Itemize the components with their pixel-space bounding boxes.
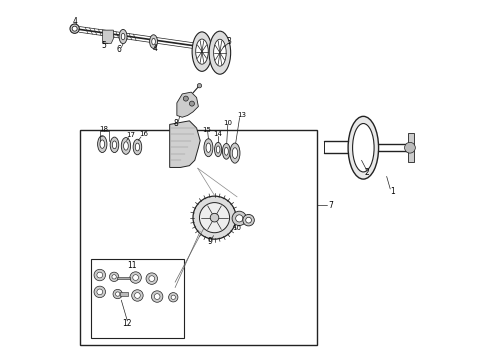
Ellipse shape xyxy=(122,138,131,154)
Polygon shape xyxy=(170,121,200,167)
Bar xyxy=(80,130,317,345)
Text: 13: 13 xyxy=(237,112,246,118)
Text: 14: 14 xyxy=(213,131,222,137)
Ellipse shape xyxy=(204,139,213,157)
Circle shape xyxy=(243,215,254,226)
Circle shape xyxy=(135,293,140,298)
Circle shape xyxy=(183,96,188,101)
Text: 5: 5 xyxy=(101,41,106,50)
Bar xyxy=(120,292,128,296)
Bar xyxy=(117,277,129,279)
Ellipse shape xyxy=(122,33,125,40)
Circle shape xyxy=(236,215,243,222)
Circle shape xyxy=(151,291,163,302)
Ellipse shape xyxy=(232,148,238,158)
Ellipse shape xyxy=(209,31,231,74)
Ellipse shape xyxy=(119,30,127,44)
Bar xyxy=(91,259,184,338)
Circle shape xyxy=(197,84,201,88)
Text: 10: 10 xyxy=(223,120,233,126)
Text: 18: 18 xyxy=(99,126,109,132)
Circle shape xyxy=(210,213,219,222)
Circle shape xyxy=(133,275,139,280)
Circle shape xyxy=(154,294,160,300)
Circle shape xyxy=(245,217,251,223)
Circle shape xyxy=(193,196,236,239)
Circle shape xyxy=(72,26,77,31)
Ellipse shape xyxy=(216,146,220,153)
Ellipse shape xyxy=(152,39,155,45)
Circle shape xyxy=(171,295,175,300)
Circle shape xyxy=(130,272,141,283)
Text: 3: 3 xyxy=(226,37,231,46)
Polygon shape xyxy=(177,92,198,117)
Ellipse shape xyxy=(196,39,208,64)
Circle shape xyxy=(199,203,230,233)
Circle shape xyxy=(113,289,122,299)
Ellipse shape xyxy=(348,116,379,179)
Polygon shape xyxy=(102,30,113,43)
Text: 7: 7 xyxy=(328,201,333,210)
Circle shape xyxy=(116,292,120,296)
Circle shape xyxy=(97,272,102,278)
Text: 6: 6 xyxy=(116,45,121,54)
Text: 8: 8 xyxy=(174,119,178,128)
Text: 10: 10 xyxy=(232,225,241,231)
Circle shape xyxy=(112,275,116,279)
Circle shape xyxy=(190,101,195,106)
Ellipse shape xyxy=(98,136,107,153)
Circle shape xyxy=(94,269,105,281)
Circle shape xyxy=(169,293,178,302)
Ellipse shape xyxy=(123,142,128,150)
Ellipse shape xyxy=(224,147,228,155)
Ellipse shape xyxy=(112,141,117,149)
Ellipse shape xyxy=(100,140,104,148)
Text: 17: 17 xyxy=(126,132,135,138)
Circle shape xyxy=(132,290,143,301)
Text: 15: 15 xyxy=(202,127,211,133)
Text: 16: 16 xyxy=(139,131,148,138)
Text: 11: 11 xyxy=(127,261,137,270)
Ellipse shape xyxy=(149,35,157,48)
Circle shape xyxy=(149,276,155,282)
Bar xyxy=(408,134,414,162)
Text: 4: 4 xyxy=(72,17,77,26)
Circle shape xyxy=(70,24,79,33)
Ellipse shape xyxy=(215,142,221,157)
Ellipse shape xyxy=(230,143,240,163)
Text: 12: 12 xyxy=(122,319,132,328)
Text: 4: 4 xyxy=(152,44,157,53)
Circle shape xyxy=(94,286,105,298)
Circle shape xyxy=(405,142,416,153)
Ellipse shape xyxy=(133,139,142,155)
Ellipse shape xyxy=(353,123,374,172)
Text: 9: 9 xyxy=(208,237,213,246)
Ellipse shape xyxy=(110,137,119,153)
Ellipse shape xyxy=(192,32,212,71)
Circle shape xyxy=(97,289,102,295)
Ellipse shape xyxy=(214,39,226,66)
Text: 1: 1 xyxy=(391,187,395,196)
Text: 2: 2 xyxy=(365,168,369,177)
Ellipse shape xyxy=(206,143,211,152)
Circle shape xyxy=(109,272,119,282)
Circle shape xyxy=(146,273,157,284)
Ellipse shape xyxy=(222,143,230,159)
Ellipse shape xyxy=(135,143,140,151)
Circle shape xyxy=(232,211,246,226)
